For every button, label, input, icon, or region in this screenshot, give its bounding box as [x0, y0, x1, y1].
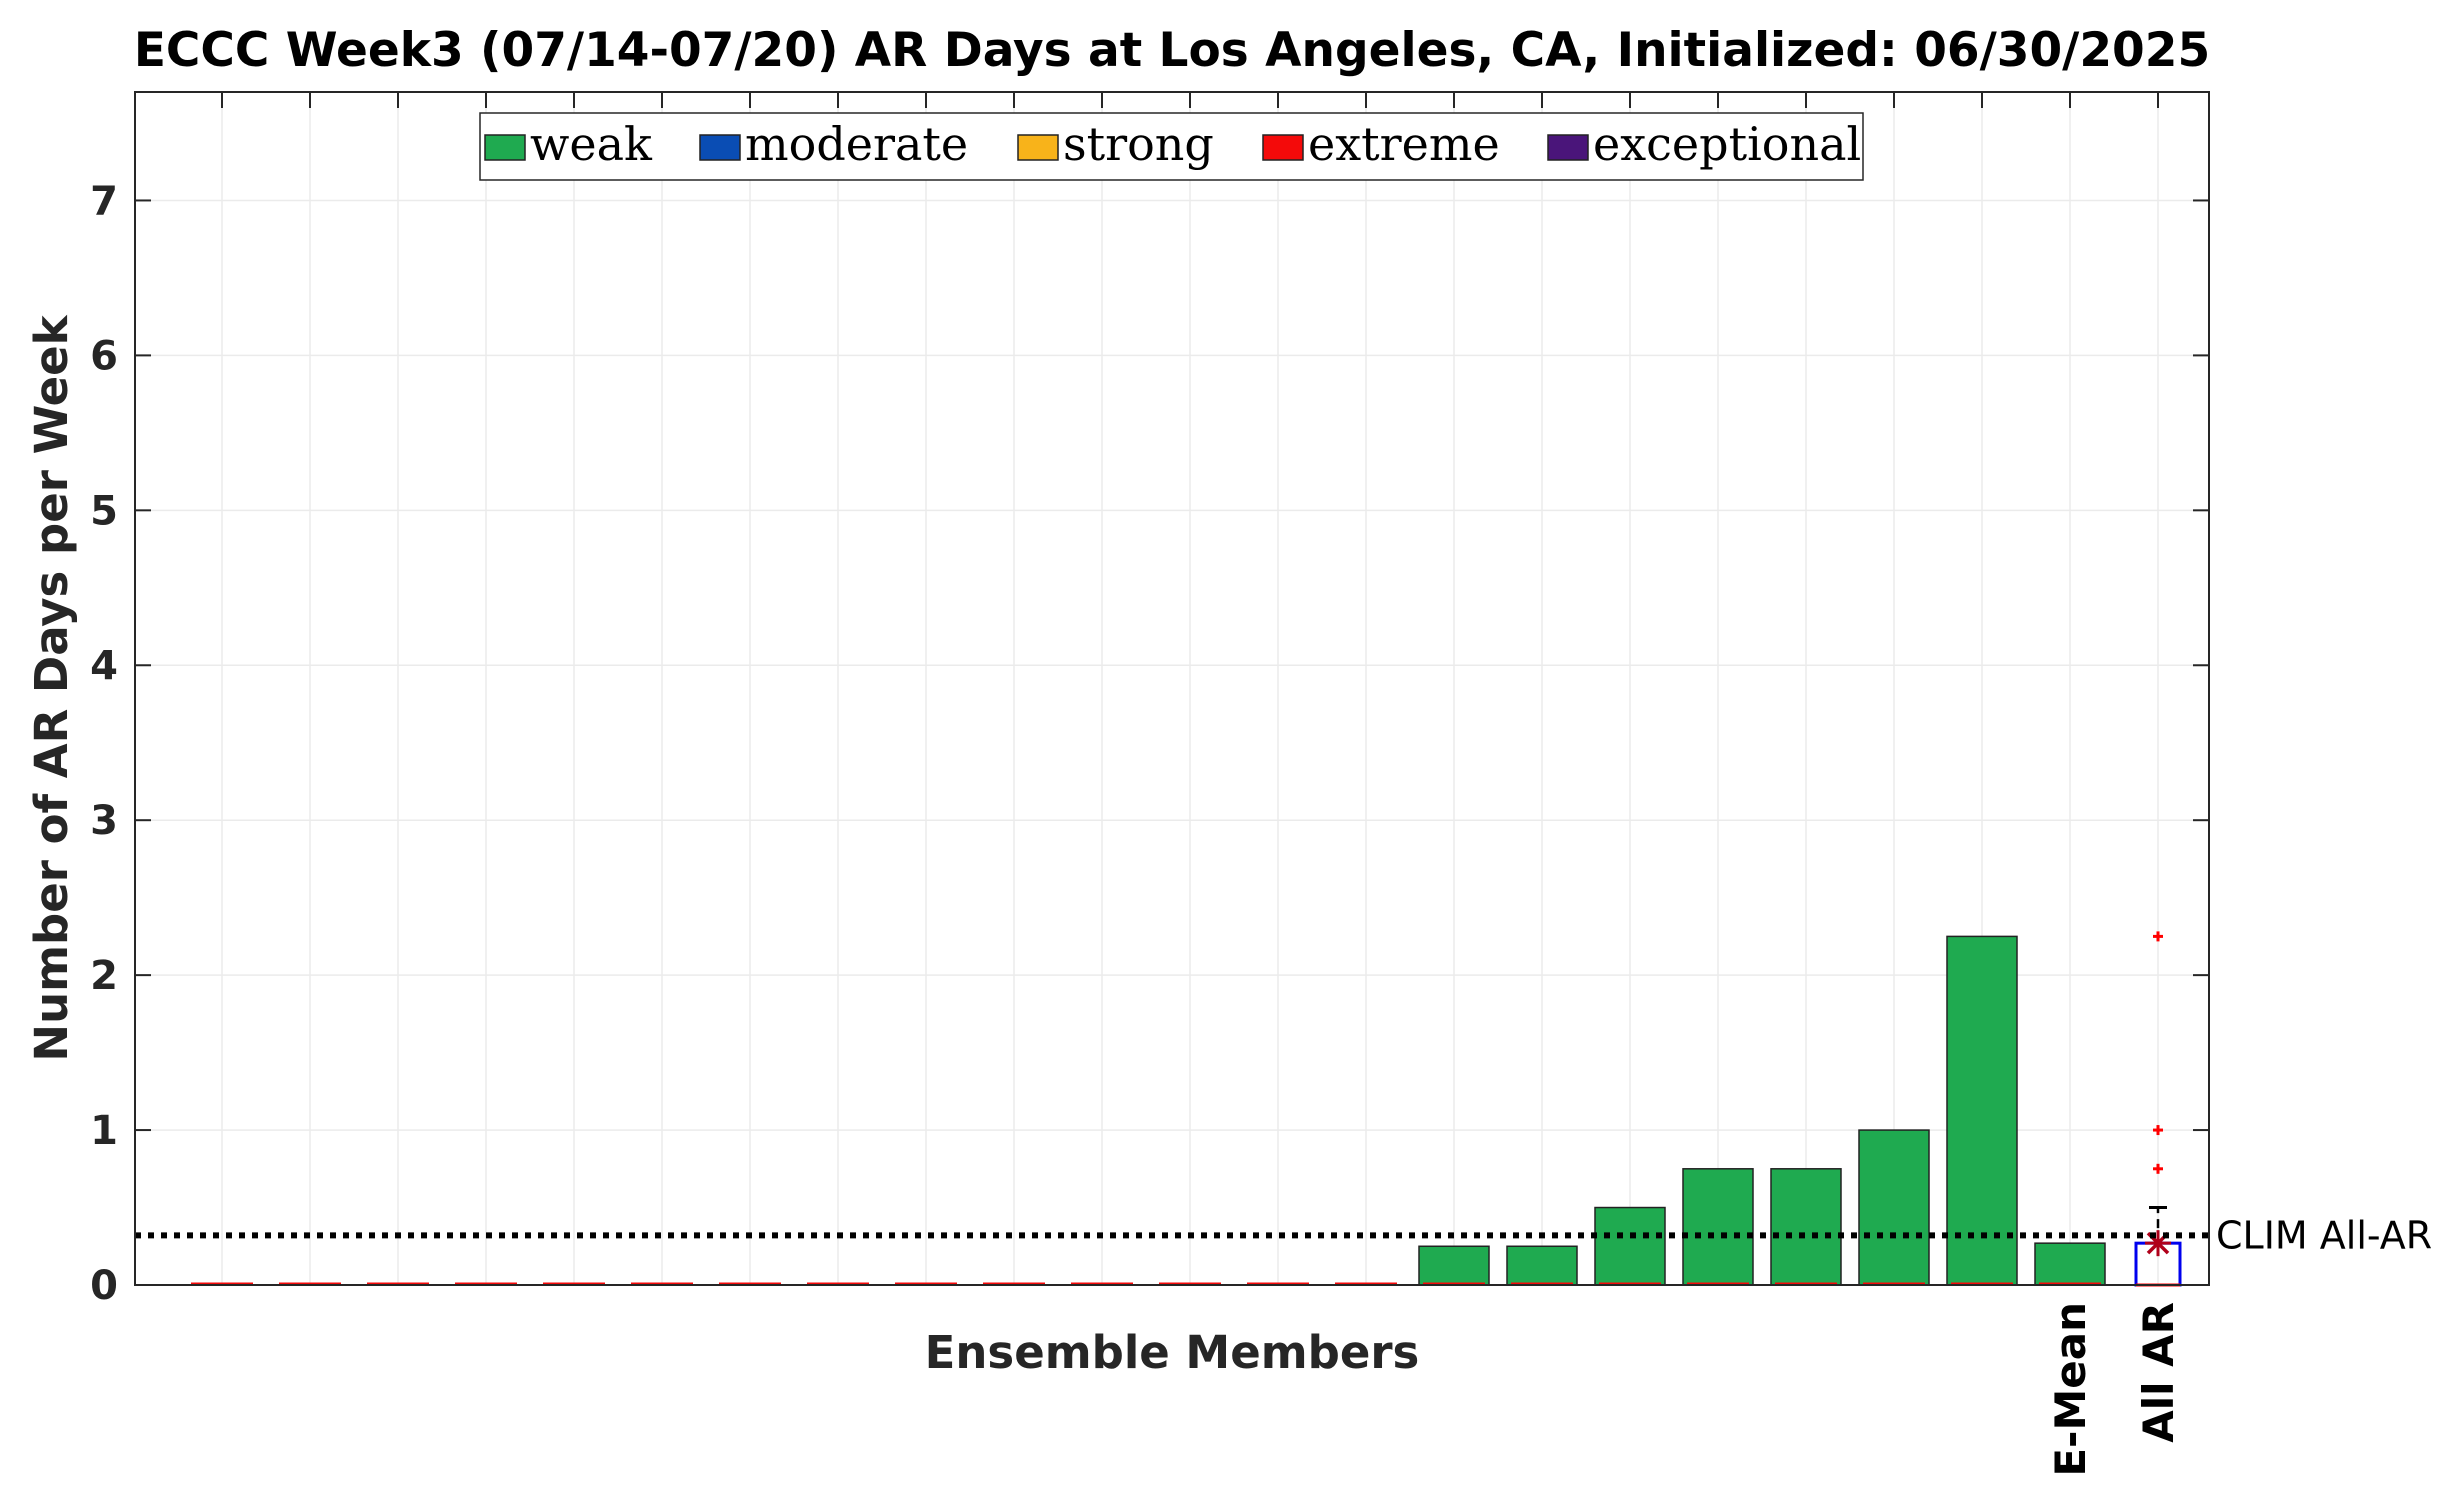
- member-bar: [1506, 1245, 1578, 1286]
- member-bar: [1858, 1129, 1930, 1286]
- grid-lines: [135, 92, 2209, 1285]
- e-mean-category-label: E-Mean: [2046, 1302, 2095, 1477]
- legend-swatch-extreme: [1262, 134, 1304, 161]
- all-ar-category-label: All AR: [2134, 1302, 2183, 1443]
- legend-swatch-weak: [484, 134, 526, 161]
- y-tick-label: 6: [90, 333, 118, 379]
- member-bar: [1418, 1245, 1490, 1286]
- plot-area-frame: [134, 91, 2210, 1286]
- y-tick-label: 5: [90, 488, 118, 534]
- e-mean-bar: [2034, 1242, 2106, 1286]
- legend: weak moderate strong extreme exceptional: [479, 112, 1864, 181]
- y-tick-label: 7: [90, 178, 118, 224]
- climatology-label: CLIM All-AR: [2216, 1213, 2432, 1257]
- y-tick-label: 3: [90, 798, 118, 844]
- legend-swatch-strong: [1017, 134, 1059, 161]
- y-axis-label: Number of AR Days per Week: [25, 314, 78, 1061]
- x-axis-label: Ensemble Members: [925, 1326, 1420, 1379]
- climatology-line-group: CLIM All-AR: [135, 1213, 2432, 1257]
- y-tick-label: 2: [90, 953, 118, 999]
- legend-swatch-exceptional: [1547, 134, 1589, 161]
- x-axis-ticks: [221, 92, 2159, 108]
- legend-label-moderate: moderate: [745, 117, 968, 171]
- y-tick-label: 4: [90, 643, 118, 689]
- member-bar: [1594, 1206, 1666, 1286]
- y-axis-ticks: 0 1 2 3 4 5 6 7: [90, 178, 2209, 1309]
- legend-label-strong: strong: [1063, 117, 1214, 171]
- y-tick-label: 0: [90, 1263, 118, 1309]
- legend-label-exceptional: exceptional: [1593, 117, 1861, 171]
- legend-label-extreme: extreme: [1308, 117, 1500, 171]
- member-bar: [1682, 1168, 1754, 1286]
- chart-title: ECCC Week3 (07/14-07/20) AR Days at Los …: [134, 23, 2210, 78]
- legend-swatch-moderate: [699, 134, 741, 161]
- y-tick-label: 1: [90, 1108, 118, 1154]
- legend-label-weak: weak: [530, 117, 653, 171]
- member-bar: [1770, 1168, 1842, 1286]
